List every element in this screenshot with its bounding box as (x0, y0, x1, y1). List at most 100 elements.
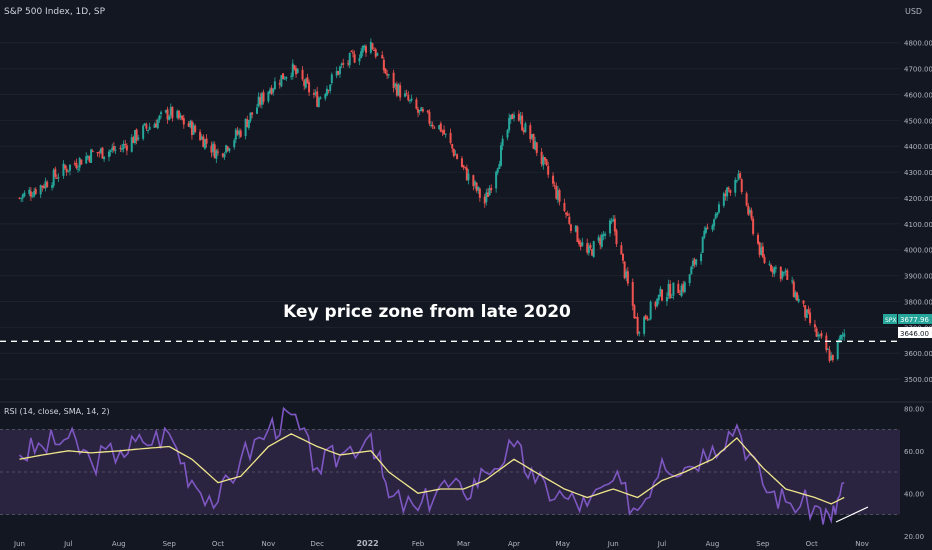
candle-body (576, 226, 579, 242)
candle-body (623, 261, 626, 279)
candle-body (654, 302, 657, 307)
price-tick-label: 3600.00 (904, 350, 932, 358)
candle-body (169, 107, 172, 116)
candle-body (540, 151, 543, 165)
candle-body (304, 79, 307, 88)
candle-body (760, 247, 763, 256)
time-tick-label: Apr (508, 540, 520, 548)
candle-body (591, 249, 594, 256)
candle-body (342, 62, 345, 65)
candle-body (353, 54, 356, 63)
rsi-grid (0, 429, 900, 515)
candle-body (392, 72, 395, 89)
candle-body (615, 230, 618, 245)
candle-body (802, 300, 805, 304)
candle-body (347, 63, 350, 65)
candle-body (467, 173, 470, 181)
candle-body (621, 253, 624, 261)
candle-body (317, 97, 320, 107)
candle-body (431, 124, 434, 127)
candle-body (296, 69, 299, 73)
candle-body (563, 202, 566, 211)
candle-body (669, 283, 672, 299)
candle-body (443, 129, 446, 135)
candle-body (386, 73, 389, 76)
candle-body (147, 129, 150, 131)
candle-body (73, 163, 76, 165)
candle-body (610, 221, 613, 223)
candle-body (522, 129, 525, 133)
time-tick-label: Jul (657, 540, 667, 548)
rsi-divergence-line (835, 506, 869, 523)
candle-body (636, 316, 639, 335)
candle-body (130, 137, 133, 152)
candle-body (839, 334, 842, 340)
time-tick-label: Nov (855, 540, 869, 548)
candle-body (773, 267, 776, 275)
candle-body (825, 335, 828, 351)
candle-body (542, 156, 545, 166)
last-price-tag (883, 314, 897, 324)
price-tick-label: 4500.00 (904, 117, 932, 125)
rsi-label[interactable]: RSI (14, close, SMA, 14, 2) (4, 407, 110, 416)
candle-body (815, 328, 818, 337)
candle-body (381, 54, 384, 59)
candle-body (439, 123, 442, 132)
candle-body (553, 185, 556, 187)
candle-body (282, 73, 285, 80)
candle-body (456, 154, 459, 159)
candle-body (649, 301, 652, 320)
candle-body (395, 84, 398, 96)
candle-body (509, 114, 512, 120)
candle-body (62, 163, 65, 176)
price-tick-label: 4100.00 (904, 221, 932, 229)
candle-body (85, 156, 88, 164)
candle-body (656, 298, 659, 307)
candle-body (678, 294, 681, 296)
candle-body (449, 132, 452, 144)
candle-body (488, 188, 491, 196)
candle-body (269, 89, 272, 94)
candle-body (374, 49, 377, 57)
price-tick-label: 3900.00 (904, 273, 932, 281)
candle-body (691, 260, 694, 267)
candle-body (124, 144, 127, 146)
candle-body (521, 115, 524, 131)
candle-body (690, 266, 693, 275)
level-price-box (898, 327, 932, 338)
price-grid (0, 42, 900, 380)
time-tick-label: 2022 (356, 539, 378, 548)
candle-body (748, 209, 751, 213)
candle-body (513, 115, 516, 119)
candle-body (295, 68, 298, 75)
candle-body (283, 78, 286, 80)
candle-body (592, 241, 595, 257)
candle-body (205, 138, 208, 144)
candle-body (454, 154, 457, 156)
candle-body (713, 219, 716, 227)
candle-body (148, 126, 151, 130)
candle-body (46, 182, 49, 188)
candlesticks[interactable] (18, 38, 846, 363)
candle-body (574, 225, 577, 232)
candle-body (404, 93, 407, 97)
candle-body (68, 164, 71, 171)
candle-body (667, 283, 670, 296)
candle-body (794, 292, 797, 298)
candle-body (239, 130, 242, 137)
candle-body (308, 82, 311, 93)
candle-body (319, 97, 322, 99)
time-tick-label: Nov (262, 540, 276, 548)
candle-body (547, 165, 550, 175)
rsi-axis[interactable]: 80.00 60.00 40.00 20.00 (904, 405, 924, 541)
candle-body (524, 123, 527, 133)
price-tick-label: 3500.00 (904, 376, 932, 384)
rsi-tick-label: 80.00 (904, 405, 924, 413)
candle-body (727, 187, 730, 190)
time-axis[interactable]: Jun Jul Aug Sep Oct Nov Dec 2022 Feb Mar Apr May Jun… (13, 539, 869, 548)
candle-body (361, 45, 364, 53)
candle-body (238, 130, 241, 135)
candle-body (350, 51, 353, 53)
key-zone-annotation: Key price zone from late 2020 (283, 302, 571, 322)
